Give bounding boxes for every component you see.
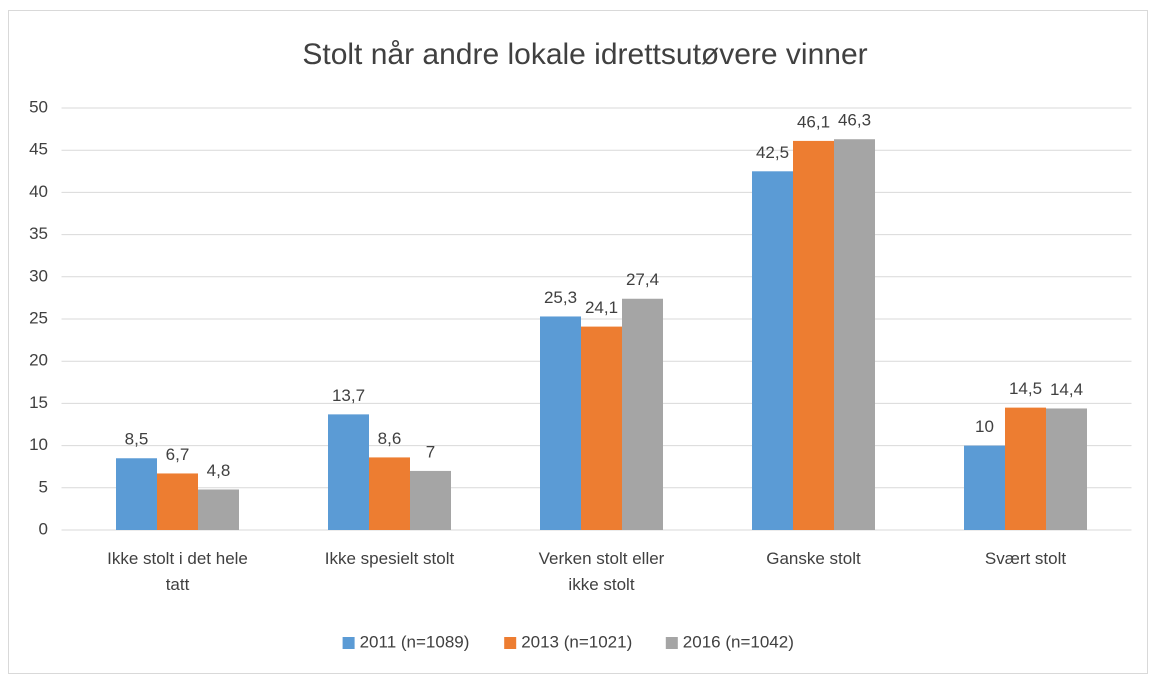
y-tick-label: 25 [29,308,48,327]
data-label: 46,3 [838,111,871,130]
legend-label: 2016 (n=1042) [683,632,794,651]
y-tick-label: 10 [29,435,48,454]
chart-title: Stolt når andre lokale idrettsutøvere vi… [302,38,867,71]
data-label: 27,4 [626,270,659,289]
x-tick-label: Ikke spesielt stolt [325,549,455,568]
data-label: 25,3 [544,288,577,307]
bar [369,457,410,530]
data-label: 10 [975,417,994,436]
legend-label: 2013 (n=1021) [521,632,632,651]
x-tick-label: Svært stolt [985,549,1067,568]
data-label: 8,5 [125,430,149,449]
data-label: 4,8 [207,461,231,480]
data-label: 42,5 [756,143,789,162]
data-label: 7 [426,442,435,461]
y-tick-label: 45 [29,140,48,159]
y-tick-label: 35 [29,224,48,243]
bar [622,298,663,530]
x-tick-label: Verken stolt eller ikke stolt [539,549,665,594]
y-tick-label: 20 [29,351,48,370]
y-tick-label: 50 [29,97,48,116]
data-label: 46,1 [797,112,830,131]
legend-label: 2011 (n=1089) [360,632,470,651]
data-label: 14,5 [1009,379,1042,398]
bar [116,458,157,530]
data-label: 6,7 [166,445,190,464]
y-tick-label: 30 [29,266,48,285]
bar [540,316,581,530]
bar [410,470,451,530]
y-tick-label: 40 [29,182,48,201]
data-label: 24,1 [585,298,618,317]
legend-swatch [342,637,355,649]
bar [1046,408,1087,530]
bar [1005,407,1046,530]
bar [793,140,834,530]
bar [752,171,793,531]
bar [964,445,1005,530]
x-tick-label: Ikke stolt i det hele tatt [107,549,248,594]
legend-swatch [665,637,678,649]
data-label: 14,4 [1050,380,1083,399]
y-tick-label: 5 [39,477,48,496]
data-label: 8,6 [378,429,402,448]
bar [198,489,239,530]
bar [581,326,622,530]
y-tick-label: 15 [29,393,48,412]
data-label: 13,7 [332,386,365,405]
bar [834,139,875,530]
legend-swatch [504,637,517,649]
y-tick-label: 0 [39,519,48,538]
bar [328,414,369,530]
bar [157,473,198,530]
x-tick-label: Ganske stolt [766,549,861,568]
